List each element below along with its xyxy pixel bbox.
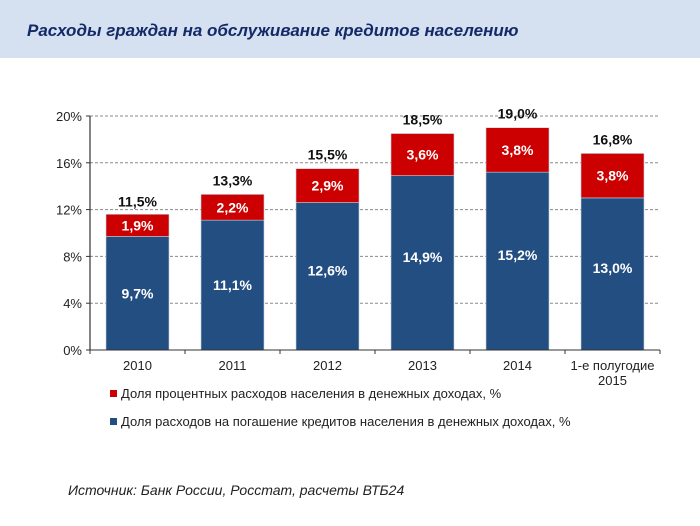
data-label-total: 11,5% — [118, 193, 157, 209]
legend-item-repayment: Доля расходов на погашение кредитов насе… — [110, 414, 571, 429]
data-label-interest: 3,6% — [407, 147, 439, 163]
data-label-total: 19,0% — [498, 106, 538, 122]
data-label-interest: 3,8% — [597, 168, 629, 184]
data-label-total: 16,8% — [593, 131, 633, 147]
y-tick-label: 0% — [63, 343, 82, 358]
x-tick-label: 1-е полугодие — [571, 358, 655, 373]
x-tick-label: 2014 — [503, 358, 532, 373]
x-tick-label: 2010 — [123, 358, 152, 373]
bar-interest — [580, 153, 645, 199]
y-tick-label: 16% — [56, 156, 82, 171]
legend-swatch-repayment — [110, 418, 117, 425]
x-tick-label: 2013 — [408, 358, 437, 373]
bar-repayment — [200, 219, 265, 351]
x-tick-label: 2012 — [313, 358, 342, 373]
gridlines — [90, 115, 660, 304]
data-label-total: 13,3% — [213, 172, 253, 188]
y-tick-label: 20% — [56, 109, 82, 124]
data-label-repayment: 13,0% — [593, 260, 633, 276]
data-label-repayment: 14,9% — [403, 249, 443, 265]
y-tick-label: 8% — [63, 249, 82, 264]
data-label-interest: 1,9% — [122, 217, 154, 233]
legend-swatch-interest — [110, 390, 117, 397]
data-label-interest: 3,8% — [502, 142, 534, 158]
y-tick-label: 4% — [63, 296, 82, 311]
x-tick-label: 2011 — [219, 358, 247, 373]
data-label-repayment: 9,7% — [122, 285, 154, 301]
bar-interest — [105, 213, 170, 237]
axes — [86, 115, 661, 354]
page-title: Расходы граждан на обслуживание кредитов… — [27, 21, 519, 40]
bar-repayment — [390, 175, 455, 351]
data-label-interest: 2,9% — [312, 178, 344, 194]
data-label-repayment: 12,6% — [308, 262, 348, 278]
bar-interest — [390, 133, 455, 176]
labels: 0% 4% 8% 12% 16% 20% 9,7% 1,9% 11,5% 2010 11,1% 2,2… — [56, 106, 655, 388]
bar-interest — [200, 194, 265, 221]
legend-label-repayment: Доля расходов на погашение кредитов насе… — [121, 414, 571, 429]
source-note: Источник: Банк России, Росстат, расчеты … — [68, 482, 405, 498]
bars — [105, 127, 645, 351]
x-tick-label: 2015 — [598, 373, 627, 388]
legend-label-interest: Доля процентных расходов населения в ден… — [121, 386, 502, 401]
y-tick-label: 12% — [56, 203, 82, 218]
data-label-repayment: 15,2% — [498, 247, 538, 263]
bar-interest — [295, 168, 360, 203]
legend-item-interest: Доля процентных расходов населения в ден… — [110, 386, 501, 401]
bar-repayment — [580, 197, 645, 351]
bar-interest — [485, 127, 550, 173]
data-label-repayment: 11,1% — [213, 277, 252, 293]
bar-repayment — [295, 202, 360, 351]
data-label-total: 18,5% — [403, 112, 443, 128]
header-band: Расходы граждан на обслуживание кредитов… — [0, 0, 700, 58]
data-label-interest: 2,2% — [217, 199, 249, 215]
data-label-total: 15,5% — [308, 147, 348, 163]
